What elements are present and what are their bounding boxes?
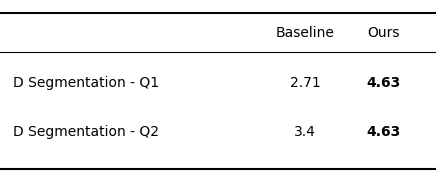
Text: Baseline: Baseline <box>276 26 335 40</box>
Text: D Segmentation - Q1: D Segmentation - Q1 <box>13 76 159 90</box>
Text: 3.4: 3.4 <box>294 125 316 139</box>
Text: 2.71: 2.71 <box>290 76 320 90</box>
Text: D Segmentation - Q2: D Segmentation - Q2 <box>13 125 159 139</box>
Text: 4.63: 4.63 <box>367 76 401 90</box>
Text: Ours: Ours <box>368 26 400 40</box>
Text: 4.63: 4.63 <box>367 125 401 139</box>
